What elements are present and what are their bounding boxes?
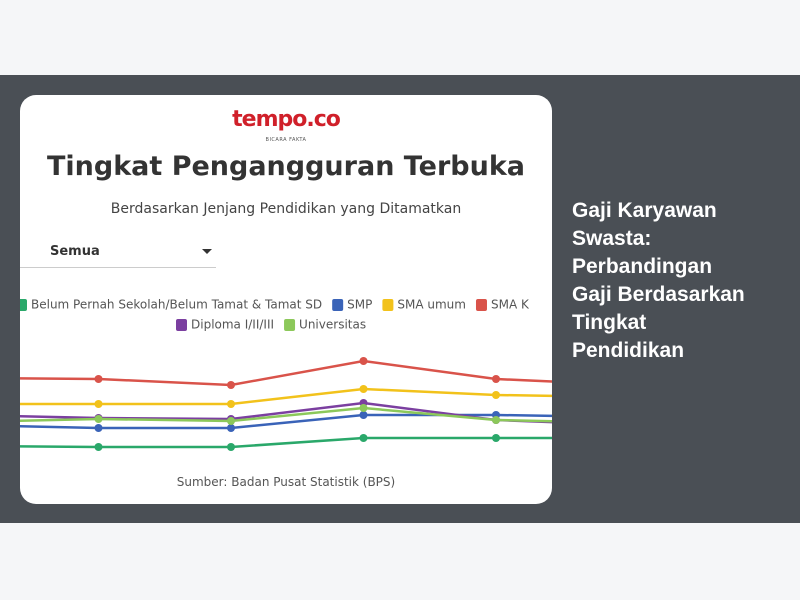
legend-label: SMA K [491, 298, 530, 312]
dropdown-caret [202, 249, 212, 254]
series-line [20, 436, 552, 449]
data-point [492, 416, 500, 424]
data-point [94, 375, 103, 383]
legend-swatch [332, 299, 344, 311]
legend-label: SMP [347, 298, 372, 312]
data-point [94, 415, 103, 423]
legend-swatch [176, 319, 187, 331]
headline[interactable]: Gaji Karyawan Swasta: Perbandingan Gaji … [572, 199, 745, 362]
data-point [227, 443, 235, 451]
series-line [20, 387, 552, 406]
data-point [227, 424, 235, 432]
data-point [359, 411, 368, 419]
data-point [359, 404, 368, 412]
series-line [20, 406, 552, 423]
data-point [492, 375, 500, 383]
legend-label: SMA umum [397, 298, 466, 312]
legend-swatch [284, 319, 296, 331]
data-point [492, 434, 500, 442]
chart-title: Tingkat Pengangguran Terbuka [46, 151, 525, 182]
legend-swatch [20, 299, 27, 311]
data-point [359, 357, 368, 365]
data-point [359, 434, 368, 442]
logo: tempo.co [232, 107, 341, 132]
series-line [20, 359, 552, 387]
data-point [492, 391, 500, 399]
series-line [20, 413, 552, 430]
data-point [359, 385, 368, 393]
data-point [227, 381, 235, 389]
logo-tagline: BICARA FAKTA [265, 137, 307, 143]
chart-source: Sumber: Badan Pusat Statistik (BPS) [176, 475, 396, 489]
legend-swatch [475, 299, 487, 311]
data-point [94, 443, 103, 451]
dropdown[interactable]: Semua [20, 237, 216, 268]
legend-swatch [382, 299, 394, 311]
data-point [227, 417, 235, 425]
article-image: tempo.co BICARA FAKTA Tingkat Penganggur… [20, 95, 552, 504]
data-point [227, 400, 235, 408]
legend-label: Belum Pernah Sekolah/Belum Tamat & Tamat… [31, 298, 322, 312]
chart-subtitle: Berdasarkan Jenjang Pendidikan yang Dita… [110, 201, 462, 217]
chart: Belum Pernah Sekolah/Belum Tamat & Tamat… [20, 298, 552, 451]
dropdown-label: Semua [50, 244, 100, 259]
data-point [94, 424, 103, 432]
legend-label: Universitas [299, 318, 366, 332]
data-point [94, 400, 103, 408]
legend-label: Diploma I/II/III [191, 318, 274, 332]
